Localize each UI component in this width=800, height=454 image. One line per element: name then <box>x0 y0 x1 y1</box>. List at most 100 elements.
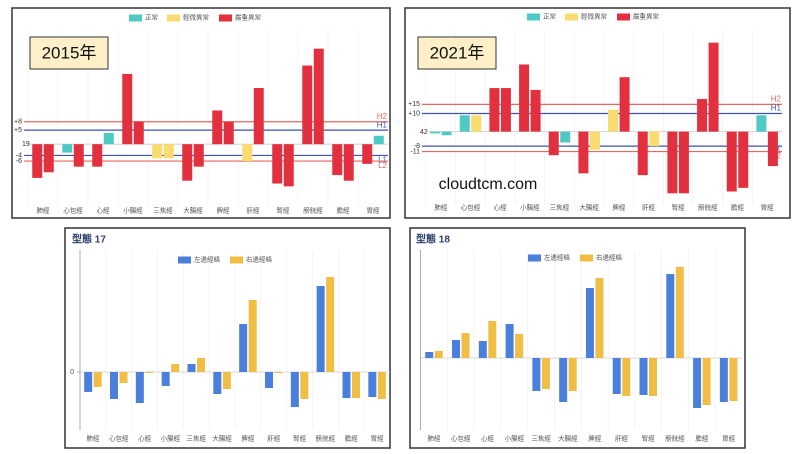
legend-label: 輕微異常 <box>183 13 209 22</box>
x-tick-label: 胃經 <box>761 203 775 212</box>
bar <box>122 73 133 145</box>
chart-title: 型態 17 <box>72 233 106 246</box>
legend-swatch <box>178 256 191 264</box>
bar <box>697 98 708 132</box>
bar <box>702 358 711 405</box>
bar <box>530 89 541 132</box>
bar <box>272 144 283 184</box>
bar <box>459 115 470 132</box>
bar <box>145 372 154 373</box>
bar <box>313 48 324 145</box>
x-tick-label: 胃經 <box>722 434 736 443</box>
x-tick-label: 大腸經 <box>579 203 599 212</box>
bar <box>343 144 354 181</box>
bar <box>489 88 500 132</box>
x-tick-label: 膽經 <box>731 203 745 212</box>
legend-label: 正常 <box>543 12 556 21</box>
bar <box>213 372 222 394</box>
bar <box>32 144 43 178</box>
bar <box>84 372 93 392</box>
x-tick-label: 脾經 <box>217 206 231 215</box>
bar <box>43 144 54 173</box>
bar <box>239 324 248 372</box>
bar <box>666 274 675 358</box>
bar <box>541 358 550 389</box>
bar <box>519 64 530 132</box>
bar <box>377 372 386 399</box>
bar <box>373 135 384 145</box>
bar <box>767 131 778 167</box>
bar <box>283 144 294 187</box>
chart-title: 型態 18 <box>416 233 450 246</box>
bar <box>253 88 264 145</box>
reference-label: -4 <box>16 152 22 159</box>
x-tick-label: 大腸經 <box>212 434 232 443</box>
reference-tag: H2 <box>771 95 782 104</box>
x-tick-label: 小腸經 <box>520 203 540 212</box>
bar <box>197 358 205 372</box>
x-tick-label: 腎經 <box>672 203 686 212</box>
bar <box>265 372 273 388</box>
panel-frame <box>409 227 746 449</box>
bar <box>302 65 313 145</box>
bar <box>110 372 118 399</box>
bar <box>342 372 351 398</box>
x-tick-label: 小腸經 <box>161 434 181 443</box>
bar <box>649 358 658 396</box>
bar <box>152 144 163 159</box>
x-tick-label: 膀胱經 <box>665 434 685 443</box>
reference-tag: H1 <box>771 104 782 113</box>
x-tick-label: 胃經 <box>371 434 385 443</box>
annotation: 19 <box>22 141 30 148</box>
bar <box>222 372 231 389</box>
bar <box>649 131 660 147</box>
reference-label: -6 <box>16 158 22 165</box>
bar <box>248 300 257 372</box>
x-tick-label: 三焦經 <box>531 434 551 443</box>
bar <box>515 334 524 358</box>
reference-tag: L2 <box>378 161 387 170</box>
x-tick-label: 心經 <box>138 434 152 443</box>
bar <box>559 358 568 402</box>
bar <box>452 340 461 358</box>
x-tick-label: 大腸經 <box>183 206 203 215</box>
bar <box>171 364 180 372</box>
x-tick-label: 腎經 <box>642 434 656 443</box>
x-tick-label: 肺經 <box>427 434 441 443</box>
x-tick-label: 肝經 <box>267 434 281 443</box>
bar <box>532 358 541 391</box>
bar <box>93 372 102 387</box>
legend-swatch <box>230 256 243 264</box>
bar <box>430 131 441 134</box>
bar <box>135 372 144 403</box>
bar <box>223 121 234 145</box>
bar <box>316 286 325 372</box>
x-tick-label: 心經 <box>97 206 111 215</box>
bar <box>471 115 482 132</box>
bar <box>161 372 170 386</box>
legend-label: 嚴重異常 <box>235 13 261 22</box>
legend-swatch <box>167 14 180 22</box>
reference-label: +15 <box>408 101 420 108</box>
legend-swatch <box>528 254 541 262</box>
x-tick-label: 三焦經 <box>153 206 173 215</box>
x-tick-label: 心經 <box>481 434 495 443</box>
bar <box>667 131 678 194</box>
bar <box>332 144 343 176</box>
panel-frame <box>64 227 391 449</box>
x-tick-label: 脾經 <box>612 203 626 212</box>
bar <box>568 358 577 391</box>
reference-label: -8 <box>414 143 420 150</box>
x-tick-label: 心包經 <box>461 203 481 212</box>
bar <box>500 88 511 132</box>
x-tick-label: 肝經 <box>615 434 629 443</box>
bar <box>478 341 487 358</box>
legend-swatch <box>580 254 593 262</box>
bar <box>756 115 767 132</box>
x-tick-label: 膽經 <box>337 206 351 215</box>
legend-swatch <box>219 14 232 22</box>
reference-tag: L1 <box>378 156 387 165</box>
x-tick-label: 肺經 <box>434 203 448 212</box>
bar <box>708 42 719 132</box>
